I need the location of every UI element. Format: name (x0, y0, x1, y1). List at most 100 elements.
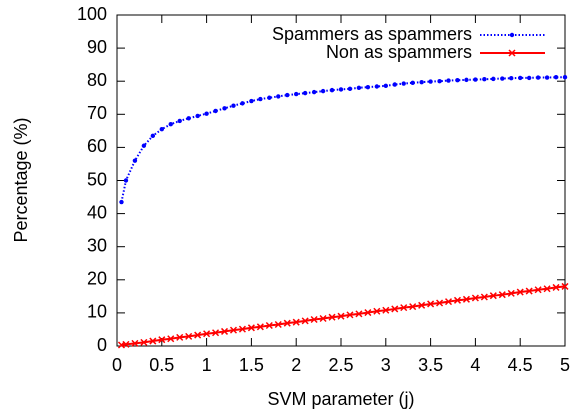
data-point (400, 304, 408, 312)
y-tick-label: 60 (87, 136, 107, 156)
data-point (509, 76, 514, 81)
legend-label: Non as spammers (326, 42, 472, 62)
data-point (247, 324, 255, 332)
legend-marker (508, 49, 516, 57)
data-point (373, 307, 381, 315)
y-tick-label: 10 (87, 302, 107, 322)
data-point (301, 317, 309, 325)
data-point (203, 330, 211, 338)
data-point (553, 75, 559, 80)
data-point (276, 94, 281, 99)
y-tick-label: 50 (87, 169, 107, 189)
data-point (561, 282, 569, 290)
data-point (444, 298, 453, 306)
data-point (453, 296, 462, 304)
data-point (267, 95, 272, 100)
data-point (462, 295, 470, 303)
data-point (535, 75, 541, 80)
data-point (238, 325, 246, 333)
x-tick-label: 5 (560, 355, 570, 375)
data-point (220, 327, 229, 335)
x-tick-label: 0 (112, 355, 122, 375)
data-point (498, 291, 506, 299)
x-tick-label: 4.5 (508, 355, 533, 375)
data-point (140, 338, 148, 346)
data-point (374, 84, 380, 89)
x-tick-label: 2.5 (328, 355, 353, 375)
data-point (256, 323, 264, 331)
x-tick-label: 0.5 (149, 355, 174, 375)
data-point (552, 283, 560, 291)
y-tick-label: 100 (77, 4, 107, 24)
data-point (482, 77, 487, 82)
data-point (158, 336, 166, 344)
y-tick-label: 40 (87, 202, 107, 222)
data-point (500, 76, 505, 81)
data-point (149, 337, 157, 345)
data-point (464, 77, 469, 83)
data-point (292, 318, 300, 326)
y-tick-label: 80 (87, 70, 107, 90)
data-point (258, 96, 263, 102)
data-point (516, 288, 524, 296)
data-point (240, 101, 245, 106)
data-point (186, 116, 191, 121)
data-point (356, 85, 362, 91)
data-point (249, 98, 254, 104)
data-point (525, 287, 533, 295)
y-tick-label: 90 (87, 37, 107, 57)
data-point (471, 294, 479, 302)
data-point (310, 315, 318, 324)
data-point (518, 75, 523, 81)
x-tick-label: 2 (291, 355, 301, 375)
data-point (391, 305, 399, 313)
data-point (131, 339, 139, 347)
data-point (320, 88, 326, 94)
data-point (338, 87, 344, 92)
data-point (382, 306, 390, 314)
data-point (544, 75, 550, 80)
data-point (329, 87, 335, 93)
data-point (123, 178, 129, 183)
x-tick-label: 1.5 (239, 355, 264, 375)
y-tick-label: 0 (97, 335, 107, 355)
data-point (141, 143, 147, 148)
legend-marker (509, 32, 515, 38)
data-point (122, 340, 130, 348)
data-point (437, 79, 442, 84)
data-point (168, 122, 173, 127)
y-tick-label: 70 (87, 103, 107, 123)
data-point (274, 320, 282, 329)
data-point (222, 106, 227, 111)
data-point (410, 80, 415, 86)
y-axis-title: Percentage (%) (11, 117, 31, 242)
data-point (150, 133, 156, 139)
x-tick-label: 4 (470, 355, 480, 375)
data-point (177, 118, 182, 124)
x-tick-label: 1 (202, 355, 212, 375)
data-point (355, 310, 363, 318)
data-point (365, 84, 371, 90)
data-point (491, 76, 496, 82)
data-point (543, 285, 551, 293)
data-point (347, 86, 353, 92)
data-point (526, 75, 532, 81)
data-point (534, 286, 542, 294)
data-point (132, 158, 138, 163)
data-point (480, 293, 488, 301)
data-point (159, 126, 164, 132)
data-point (213, 108, 218, 114)
series-line (120, 76, 565, 203)
data-point (265, 321, 273, 330)
data-point (302, 90, 308, 96)
data-point (337, 312, 345, 320)
data-point (401, 81, 406, 86)
data-point (194, 331, 202, 339)
data-point (346, 311, 354, 319)
data-point (176, 333, 184, 341)
data-point (489, 292, 497, 300)
data-point (231, 103, 236, 108)
data-point (455, 78, 460, 83)
